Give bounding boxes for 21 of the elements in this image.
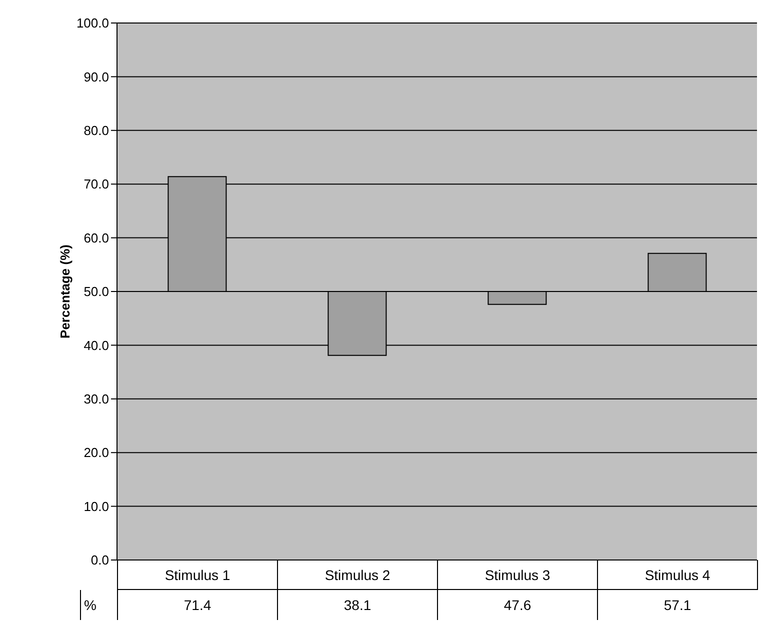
- text: %: [80, 590, 117, 620]
- y-tick-label: 30.0: [84, 392, 109, 407]
- data-label: 47.6: [437, 590, 597, 620]
- y-tick-label: 80.0: [84, 123, 109, 138]
- data-label: 71.4: [117, 590, 277, 620]
- data-label: 57.1: [597, 590, 757, 620]
- x-tick-label: Stimulus 4: [597, 560, 758, 590]
- y-tick-label: 70.0: [84, 176, 109, 192]
- y-axis-title: Percentage (%): [58, 244, 73, 338]
- y-tick-label: 100.0: [76, 16, 109, 31]
- y-tick-label: 50.0: [84, 284, 109, 300]
- y-tick-label: 0.0: [90, 552, 109, 568]
- x-tick-label: Stimulus 3: [437, 560, 597, 590]
- y-tick-label: 90.0: [84, 69, 109, 84]
- data-label: 38.1: [277, 590, 437, 620]
- y-tick-label: 20.0: [84, 445, 109, 460]
- x-tick-label: Stimulus 1: [117, 560, 277, 590]
- y-tick-label: 10.0: [84, 498, 109, 514]
- y-tick-label: 60.0: [84, 230, 109, 246]
- y-tick-label: 40.0: [84, 338, 109, 353]
- x-tick-label: Stimulus 2: [277, 560, 437, 590]
